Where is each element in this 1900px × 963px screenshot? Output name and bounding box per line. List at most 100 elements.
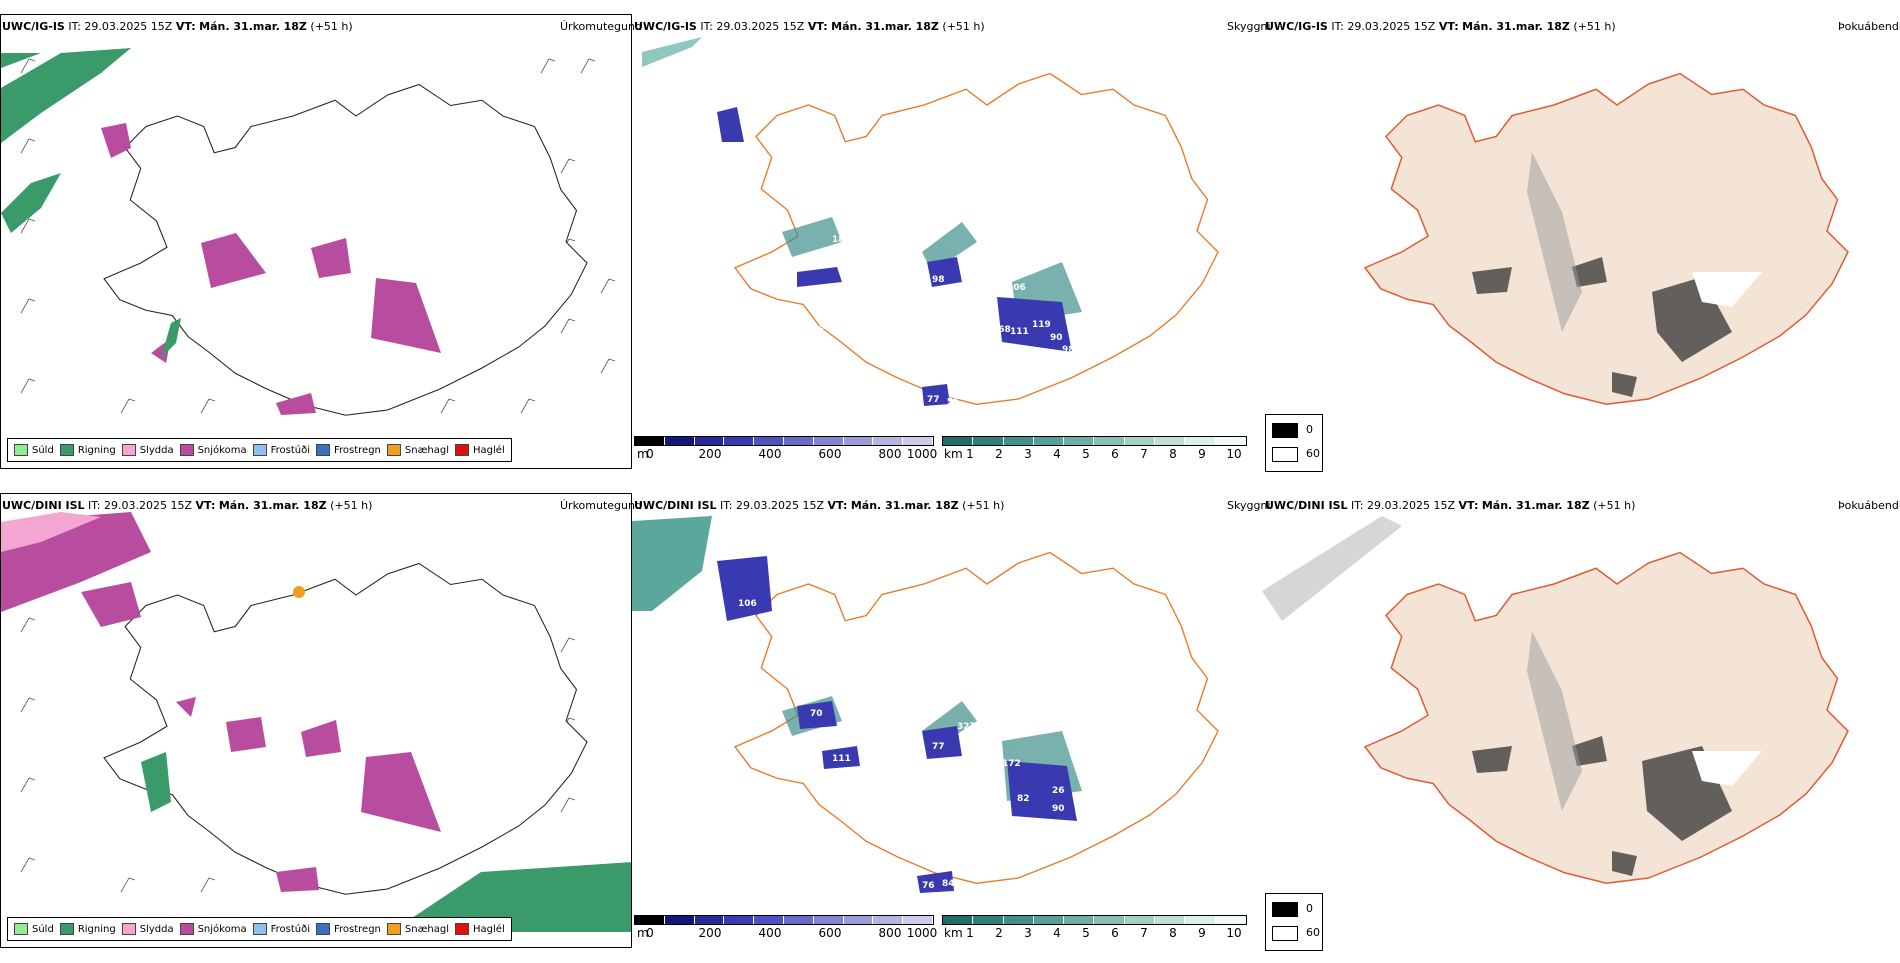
legend-item: Frostregn — [316, 923, 381, 935]
panel-label-precip-type: Úrkomutegund — [560, 499, 642, 512]
snow-colorbar-ramp — [634, 436, 934, 446]
snow-depth-labels: 123 66 106 70 111 77 327 32 172 82 26 90… — [738, 522, 1081, 891]
depth-label: 106 — [738, 599, 757, 609]
panel-label-precip-type: Úrkomutegund — [560, 20, 642, 33]
row-2-header-3: UWC/DINI ISL IT: 29.03.2025 15Z VT: Mán.… — [1265, 499, 1636, 512]
lead-time: (+51 h) — [310, 20, 353, 33]
depth-label: 77 — [932, 742, 945, 752]
depth-label: 32 — [982, 744, 995, 754]
legend-item: Snæhagl — [386, 923, 449, 935]
legend-item: Rigning — [59, 444, 116, 456]
rain-area — [1, 48, 131, 233]
depth-label: 119 — [1032, 320, 1051, 330]
snow-colorbar-ramp — [634, 915, 934, 925]
row-2-header: UWC/DINI ISL IT: 29.03.2025 15Z VT: Mán.… — [2, 499, 373, 512]
fog-map-1 — [1262, 14, 1900, 469]
depth-label: 66 — [782, 569, 795, 579]
fog-map-2 — [1262, 493, 1900, 948]
depth-label: 111 — [1010, 327, 1029, 337]
snow-depth-areas — [717, 107, 1072, 406]
visibility-svg: 123 66 106 70 111 77 327 32 172 82 26 90… — [632, 516, 1219, 893]
it-label: IT: — [68, 20, 81, 33]
depth-label: 90 — [1052, 804, 1065, 814]
depth-label: 172 — [1002, 759, 1021, 769]
depth-label: 111 — [832, 754, 851, 764]
snow-depth-areas — [717, 556, 1077, 893]
precip-legend: Súld Rigning Slydda Snjókoma Frostúði Fr… — [7, 438, 512, 462]
legend-item: Slydda — [121, 444, 174, 456]
depth-label: 95 — [947, 397, 960, 407]
legend-item: Slydda — [121, 923, 174, 935]
fog-svg — [1262, 516, 1849, 884]
depth-label: 26 — [1052, 786, 1065, 796]
depth-label: 62 — [812, 325, 825, 335]
depth-label: 106 — [1007, 283, 1026, 293]
ice-pellet-area — [293, 586, 305, 598]
panel-label-visibility: Skyggni — [1227, 20, 1271, 33]
snow-areas — [101, 123, 441, 415]
fog-legend: 0 60 — [1265, 893, 1323, 951]
panel-label-visibility: Skyggni — [1227, 499, 1271, 512]
legend-item: Snjókoma — [179, 923, 247, 935]
panel-label-fog: Þokuábendi — [1838, 20, 1900, 33]
legend-item: Haglél — [455, 444, 505, 456]
precip-type-map-2: Súld Rigning Slydda Snjókoma Frostúði Fr… — [0, 493, 632, 948]
fog-svg — [1364, 72, 1849, 405]
row-1-header-3: UWC/IG-IS IT: 29.03.2025 15Z VT: Mán. 31… — [1265, 20, 1616, 33]
panel-label-fog: Þokuábendi — [1838, 499, 1900, 512]
precip-type-map-1: Súld Rigning Slydda Snjókoma Frostúði Fr… — [0, 14, 632, 469]
legend-item: Frostúði — [252, 923, 310, 935]
visibility-colorbar-ramp — [942, 436, 1247, 446]
depth-label: 98 — [932, 275, 945, 285]
snow-colorbar: m 0 200 400 600 800 1000 — [634, 915, 937, 941]
snow-depth-labels: 18 113 92 98 255 117 106 168 111 119 90 … — [802, 235, 1075, 407]
depth-label: 18 — [832, 235, 845, 245]
visibility-colorbar-ramp — [942, 915, 1247, 925]
depth-label: 168 — [992, 325, 1011, 335]
rain-areas — [141, 752, 631, 932]
snow-unit: m — [637, 447, 649, 461]
precip-type-svg — [1, 48, 616, 416]
visibility-colorbar: km 1 2 3 4 5 6 7 8 9 10 — [942, 436, 1247, 462]
legend-item: Rigning — [59, 923, 116, 935]
row-1-header: UWC/IG-IS IT: 29.03.2025 15Z VT: Mán. 31… — [2, 20, 353, 33]
depth-label: 255 — [957, 255, 976, 265]
legend-item: Snæhagl — [386, 444, 449, 456]
depth-label: 77 — [927, 395, 940, 405]
depth-label: 84 — [942, 879, 955, 889]
visibility-svg: 18 113 92 98 255 117 106 168 111 119 90 … — [642, 37, 1219, 407]
forecast-row-2: UWC/DINI ISL IT: 29.03.2025 15Z VT: Mán.… — [0, 493, 1900, 963]
legend-item: Haglél — [455, 923, 505, 935]
vt-label: VT: — [175, 20, 196, 33]
legend-item: Frostregn — [316, 444, 381, 456]
fog-legend: 0 60 — [1265, 414, 1323, 472]
visibility-map-1: 18 113 92 98 255 117 106 168 111 119 90 … — [632, 14, 1262, 469]
model-name: UWC/IG-IS — [2, 20, 65, 33]
depth-label: 113 — [842, 287, 861, 297]
depth-label: 82 — [1017, 794, 1030, 804]
row-1-header-2: UWC/IG-IS IT: 29.03.2025 15Z VT: Mán. 31… — [634, 20, 985, 33]
forecast-row-1: UWC/IG-IS IT: 29.03.2025 15Z VT: Mán. 31… — [0, 14, 1900, 484]
visibility-colorbar: km 1 2 3 4 5 6 7 8 9 10 — [942, 915, 1247, 941]
snow-colorbar: m 0 200 400 600 800 1000 — [634, 436, 937, 462]
vis-unit: km — [944, 447, 963, 461]
depth-label: 327 — [957, 722, 976, 732]
depth-label: 90 — [1050, 333, 1063, 343]
precip-legend: Súld Rigning Slydda Snjókoma Frostúði Fr… — [7, 917, 512, 941]
depth-label: 144 — [1062, 820, 1081, 830]
depth-label: 92 — [860, 287, 873, 297]
depth-label: 76 — [922, 881, 935, 891]
snow-areas — [81, 582, 441, 892]
depth-label: 117 — [982, 270, 1001, 280]
visibility-map-2: 123 66 106 70 111 77 327 32 172 82 26 90… — [632, 493, 1262, 948]
legend-item: Snjókoma — [179, 444, 247, 456]
row-2-header-2: UWC/DINI ISL IT: 29.03.2025 15Z VT: Mán.… — [634, 499, 1005, 512]
depth-label: 20 — [802, 355, 815, 365]
legend-item: Frostúði — [252, 444, 310, 456]
precip-type-svg — [1, 512, 631, 932]
depth-label: 98 — [1062, 345, 1075, 355]
legend-item: Súld — [14, 444, 54, 456]
depth-label: 70 — [810, 709, 823, 719]
legend-item: Súld — [14, 923, 54, 935]
valid-time: Mán. 31.mar. 18Z — [199, 20, 307, 33]
